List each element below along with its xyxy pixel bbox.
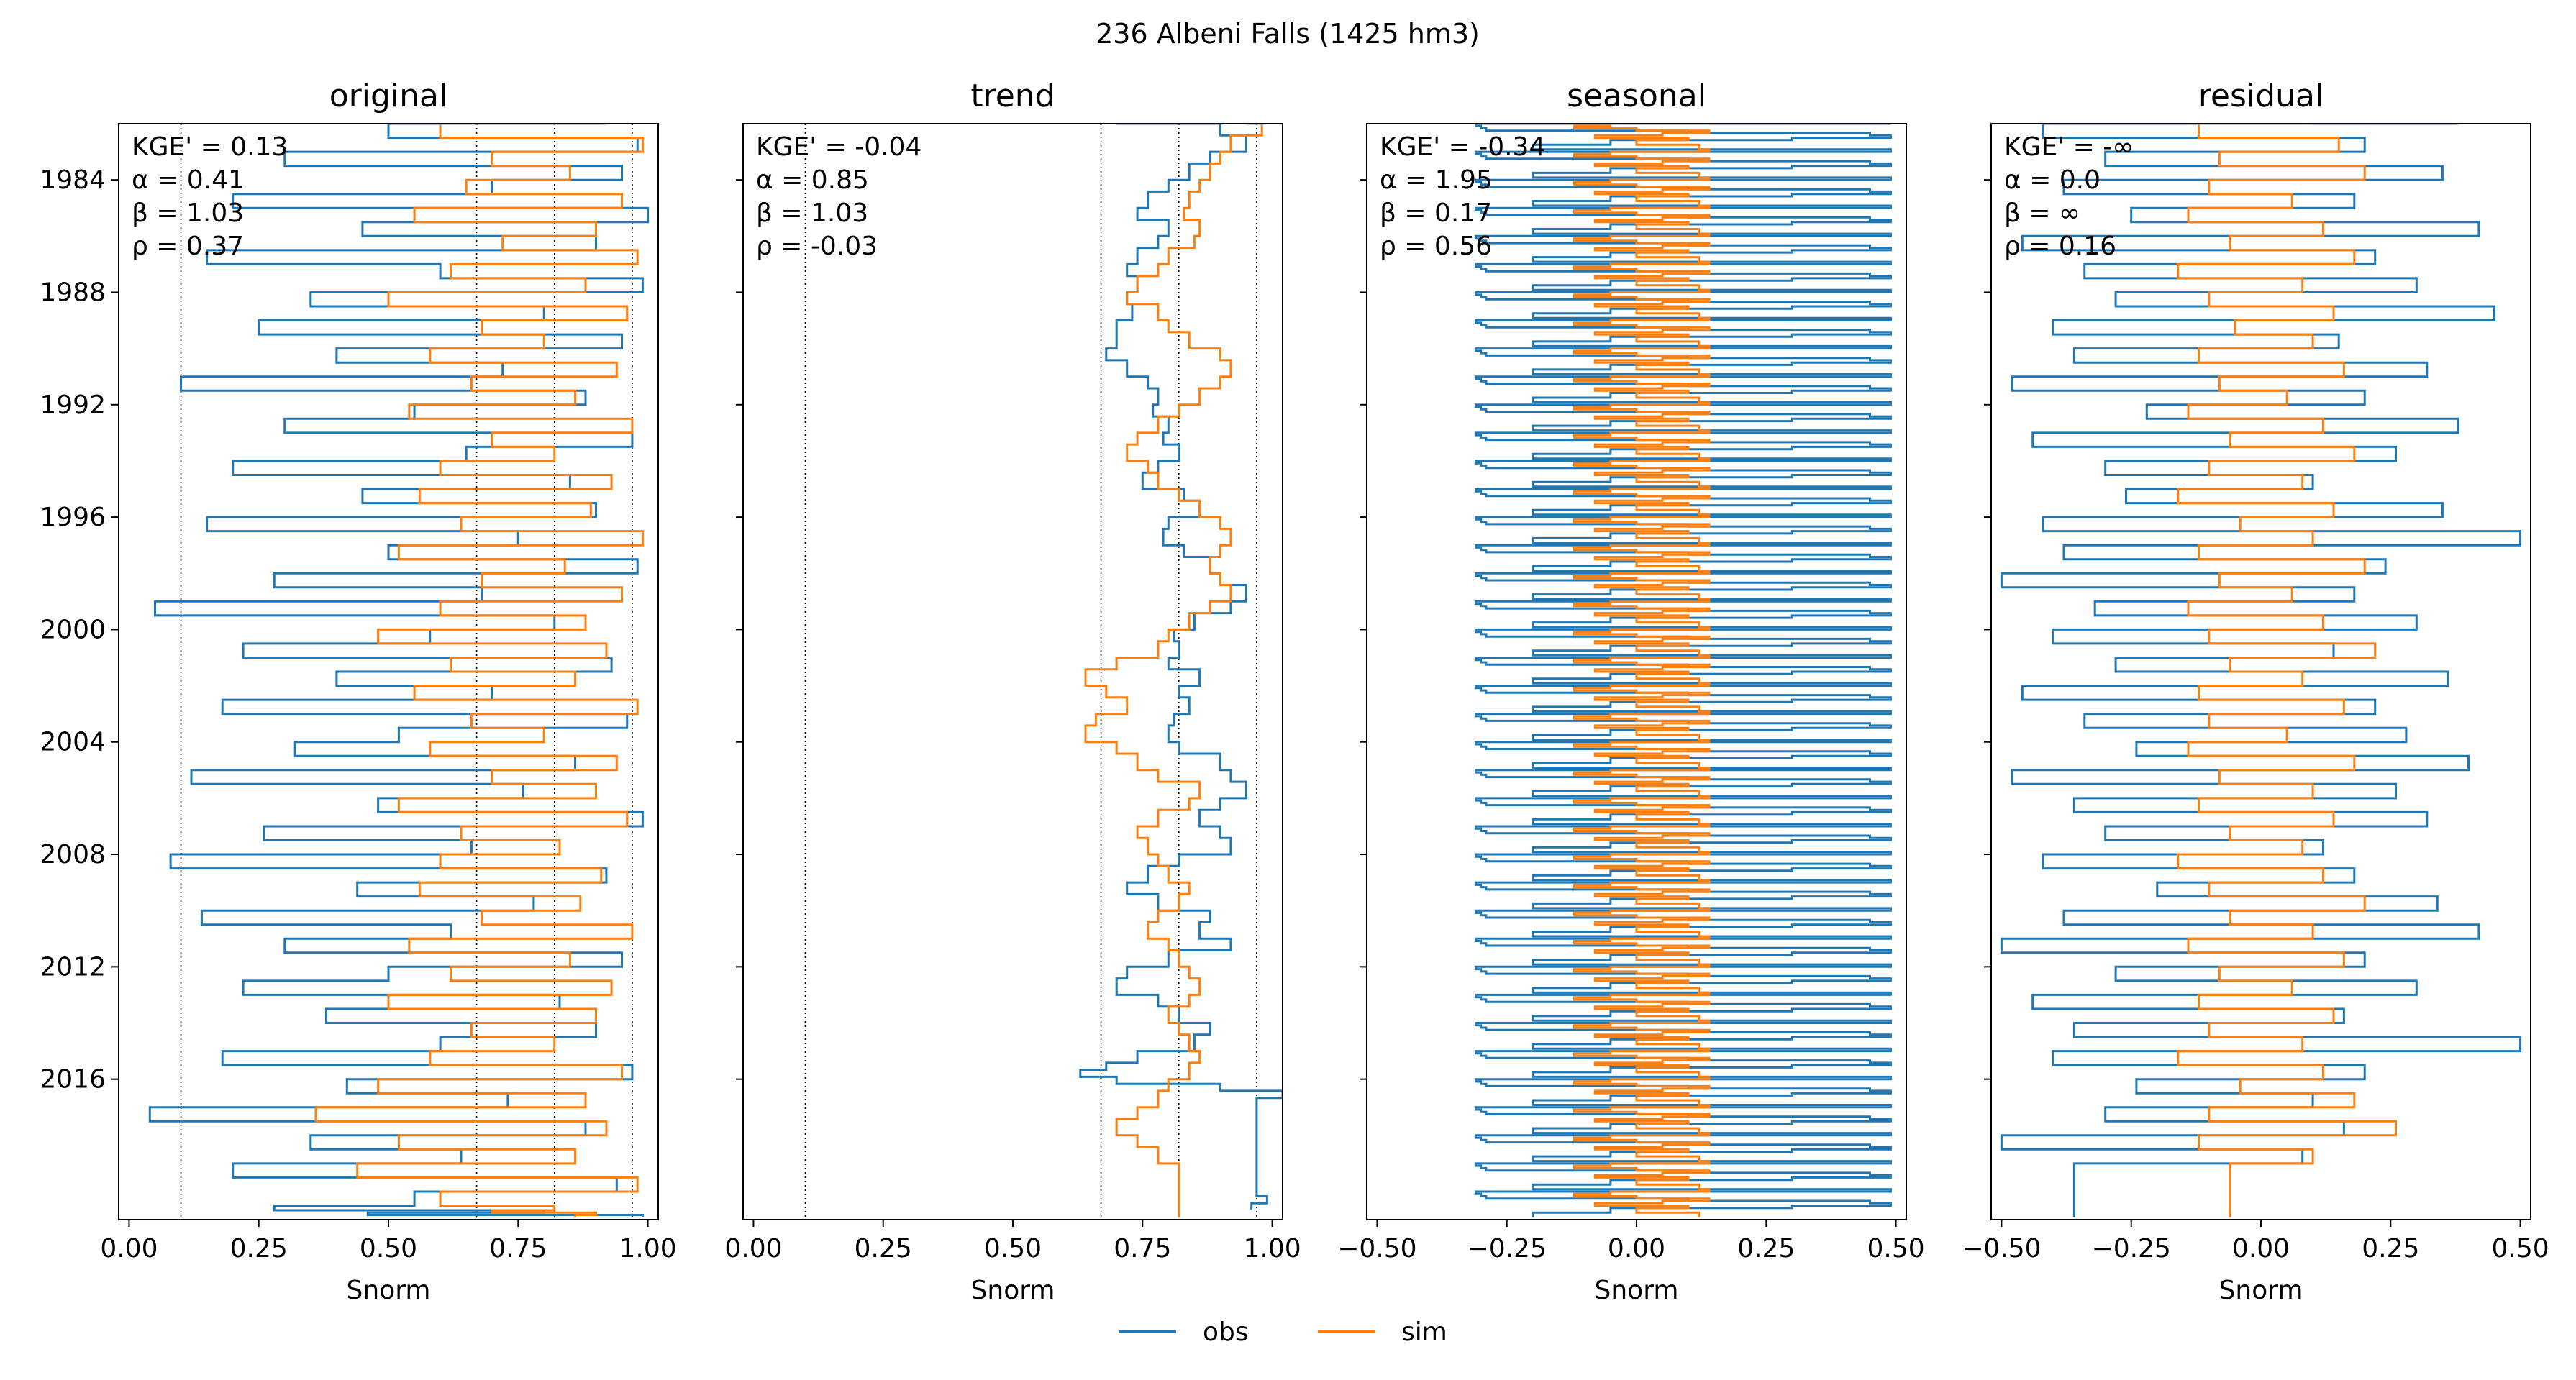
y-tick-label: 1984 — [40, 165, 106, 195]
axes-frame — [742, 123, 1283, 1220]
series-line-obs — [148, 124, 650, 1217]
y-tick-label: 2016 — [40, 1065, 106, 1095]
stat-beta: β = 1.03 — [756, 198, 868, 228]
series-group — [2000, 124, 2522, 1217]
stat-rho: ρ = 0.56 — [1380, 232, 1492, 261]
x-tick-label: −0.25 — [1467, 1234, 1547, 1264]
stat-beta: β = 0.17 — [1380, 198, 1492, 228]
stat-alpha: α = 0.85 — [756, 165, 869, 195]
stat-kge: KGE' = -0.34 — [1380, 132, 1545, 162]
series-line-obs — [1474, 124, 1892, 1217]
x-axis-label: Snorm — [1595, 1276, 1679, 1305]
stat-rho: ρ = 0.16 — [2004, 232, 2116, 261]
x-axis-label: Snorm — [347, 1276, 431, 1305]
subplot-original: original 0.00 0.25 0.50 0.75 1.00 Snorm 1984 198… — [40, 78, 676, 1305]
stat-kge: KGE' = -0.04 — [756, 132, 921, 162]
figure-suptitle: 236 Albeni Falls (1425 hm3) — [1096, 18, 1480, 50]
series-line-sim — [314, 124, 644, 1217]
x-tick-label: −0.50 — [1962, 1234, 2041, 1264]
x-tick-label: −0.50 — [1337, 1234, 1416, 1264]
y-tick-label: 2004 — [40, 728, 106, 757]
x-axis-label: Snorm — [2219, 1276, 2303, 1305]
stat-alpha: α = 0.0 — [2004, 165, 2101, 195]
subplot-title: trend — [970, 78, 1055, 114]
y-tick-label: 2008 — [40, 840, 106, 869]
y-tick-label: 2012 — [40, 952, 106, 982]
subplot-panels: original 0.00 0.25 0.50 0.75 1.00 Snorm 1984 198… — [40, 78, 2549, 1305]
stat-rho: ρ = -0.03 — [756, 232, 878, 261]
subplot-trend: trend 0.00 0.25 0.50 0.75 1.00 Snorm KGE' = -0.… — [724, 78, 1301, 1305]
series-line-sim — [1573, 124, 1711, 1217]
x-tick-label: 1.00 — [619, 1234, 676, 1264]
legend-sim-label: sim — [1401, 1317, 1447, 1347]
legend: obs sim — [1119, 1317, 1447, 1347]
x-tick-label: 0.25 — [2362, 1234, 2419, 1264]
series-group — [1079, 124, 1283, 1217]
x-tick-label: 0.00 — [1608, 1234, 1665, 1264]
legend-obs-label: obs — [1203, 1317, 1249, 1347]
stat-kge: KGE' = -∞ — [2004, 132, 2134, 162]
x-tick-label: 1.00 — [1243, 1234, 1301, 1264]
x-tick-label: 0.25 — [1737, 1234, 1795, 1264]
x-tick-label: 0.75 — [1114, 1234, 1171, 1264]
x-tick-label: 0.25 — [230, 1234, 288, 1264]
x-tick-label: 0.50 — [360, 1234, 417, 1264]
x-tick-label: 0.00 — [100, 1234, 158, 1264]
series-group — [1474, 124, 1892, 1217]
y-tick-label: 2000 — [40, 615, 106, 644]
series-line-sim — [1084, 124, 1263, 1217]
x-tick-label: 0.50 — [984, 1234, 1042, 1264]
stat-beta: β = 1.03 — [132, 198, 244, 228]
x-tick-label: 0.75 — [489, 1234, 547, 1264]
series-line-obs — [2000, 124, 2522, 1217]
x-axis-label: Snorm — [971, 1276, 1055, 1305]
y-tick-label: 1992 — [40, 390, 106, 420]
stat-beta: β = ∞ — [2004, 198, 2080, 228]
subplot-residual: residual −0.50 −0.25 0.00 0.25 0.50 Snorm KGE' … — [1962, 78, 2549, 1305]
x-tick-label: 0.50 — [2491, 1234, 2549, 1264]
x-tick-label: 0.50 — [1867, 1234, 1924, 1264]
series-line-sim — [2177, 124, 2397, 1217]
y-tick-label: 1988 — [40, 278, 106, 307]
x-tick-label: 0.00 — [2232, 1234, 2290, 1264]
y-tick-label: 1996 — [40, 503, 106, 532]
x-tick-label: 0.25 — [855, 1234, 912, 1264]
subplot-title: original — [329, 78, 447, 114]
series-line-obs — [1079, 124, 1283, 1210]
series-group — [148, 124, 650, 1217]
x-tick-label: −0.25 — [2092, 1234, 2171, 1264]
subplot-title: residual — [2198, 78, 2324, 114]
stat-rho: ρ = 0.37 — [132, 232, 244, 261]
x-tick-label: 0.00 — [724, 1234, 782, 1264]
stat-alpha: α = 0.41 — [132, 165, 245, 195]
subplot-seasonal: seasonal −0.50 −0.25 0.00 0.25 0.50 Snorm KGE' … — [1337, 78, 1924, 1305]
stat-alpha: α = 1.95 — [1380, 165, 1493, 195]
stat-kge: KGE' = 0.13 — [132, 132, 288, 162]
subplot-title: seasonal — [1567, 78, 1706, 114]
